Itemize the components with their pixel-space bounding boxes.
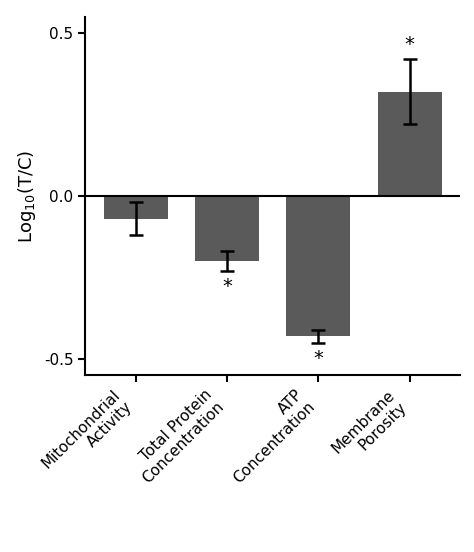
Bar bbox=[104, 196, 167, 219]
Bar bbox=[378, 92, 441, 196]
Text: *: * bbox=[405, 35, 414, 54]
Text: *: * bbox=[313, 349, 323, 368]
Y-axis label: Log$_{10}$(T/C): Log$_{10}$(T/C) bbox=[16, 150, 38, 242]
Bar bbox=[195, 196, 259, 261]
Bar bbox=[286, 196, 350, 336]
Text: *: * bbox=[222, 277, 232, 296]
